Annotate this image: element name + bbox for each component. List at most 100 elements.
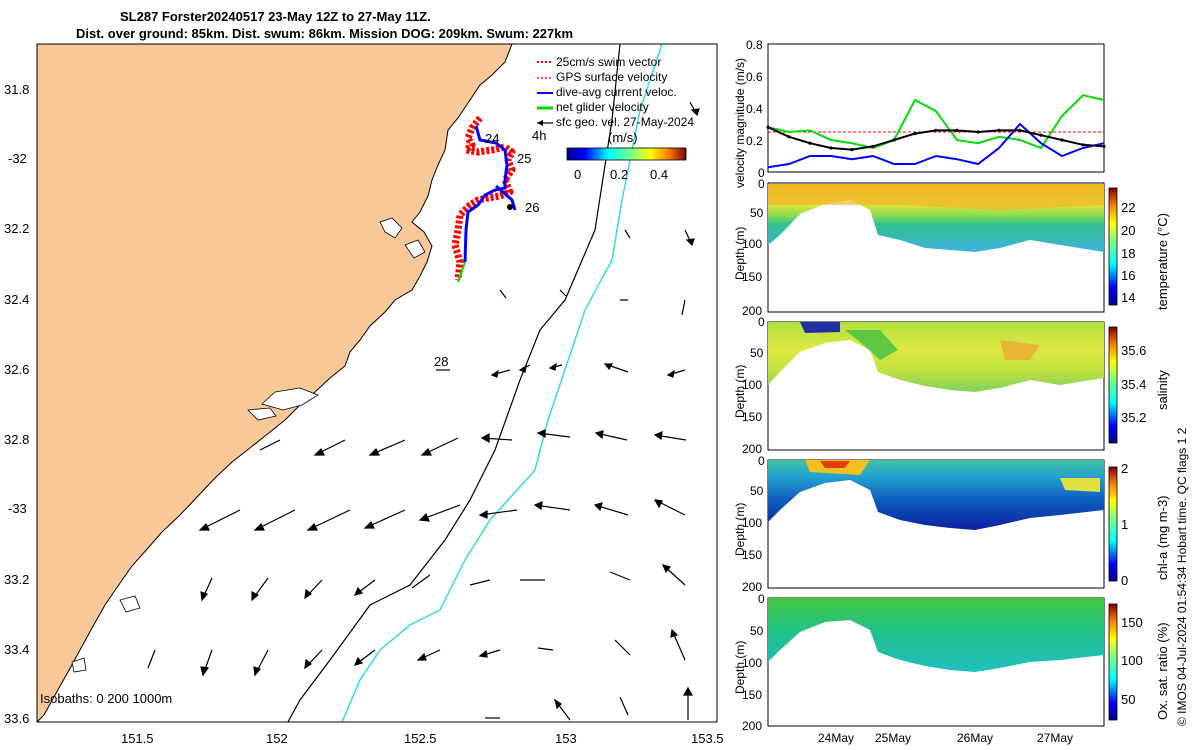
depth-tick: 150 [742, 270, 763, 284]
cb-tick: 0 [1121, 573, 1129, 588]
cb-tick: 35.6 [1121, 343, 1147, 358]
legend-dive-current: dive-avg current veloc. [556, 85, 677, 99]
velocity-point [997, 128, 1001, 132]
velocity-point [1060, 138, 1064, 142]
day-label: 26 [525, 200, 540, 215]
depth-tick: 50 [750, 206, 764, 220]
vel-y-tick: 0.8 [746, 38, 763, 52]
velocity-series-line [767, 122, 1105, 169]
depth-tick: 150 [742, 410, 763, 424]
legend-swatches [537, 61, 553, 126]
depth-tick: 100 [742, 378, 763, 392]
legend-swim-vector: 25cm/s swim vector [556, 55, 662, 69]
land-mass [37, 44, 513, 722]
glider-track [451, 115, 517, 283]
depth-tick: 0 [758, 177, 765, 191]
velocity-series [766, 94, 1106, 169]
map-y-tick: 32.2 [4, 221, 30, 236]
map-y-tick: 32.4 [4, 292, 30, 307]
day-label: 25 [517, 151, 532, 166]
vel-y-tick: 0.4 [746, 102, 763, 116]
temperature-ylabel: Depth (m) [733, 227, 747, 280]
depth-tick: 100 [742, 237, 763, 251]
depth-tick: 150 [742, 688, 763, 702]
day-label: 28 [434, 354, 449, 369]
cb-tick: 20 [1121, 223, 1136, 238]
velocity-ylabel: velocity magnitude (m/s) [733, 58, 747, 188]
velocity-point [1081, 143, 1085, 147]
cb-tick: 100 [1121, 653, 1143, 668]
map-y-tick: -32 [8, 151, 27, 166]
salinity-ylabel: Depth (m) [733, 365, 747, 418]
map-x-tick: 153 [555, 731, 577, 746]
velocity-point [1039, 133, 1043, 137]
colorbar-unit-label: (m/s) [608, 130, 638, 145]
velocity-point [955, 128, 959, 132]
map-y-tick: 32.8 [4, 432, 30, 447]
velocity-panel [767, 43, 1105, 173]
cb-tick: 50 [1121, 692, 1136, 707]
velocity-point [850, 148, 854, 152]
map-y-tick: 33.4 [4, 642, 30, 657]
salinity-cb-label: salinity [1155, 370, 1170, 410]
depth-tick: 200 [742, 719, 763, 733]
date-tick: 24May [818, 731, 855, 745]
depth-tick: 0 [758, 592, 765, 606]
depth-tick: 200 [742, 304, 763, 318]
cb-tick: 35.2 [1121, 410, 1147, 425]
depth-tick: 0 [758, 454, 765, 468]
map-y-tick: 33.6 [4, 711, 30, 726]
map-y-tick: 32.6 [4, 362, 30, 377]
velocity-point [913, 132, 917, 136]
chla-colorbar [1108, 466, 1118, 582]
depth-tick: 0 [758, 315, 765, 329]
depth-tick: 50 [750, 484, 764, 498]
isobath-1000m [341, 44, 663, 722]
oxygen-colorbar [1108, 603, 1118, 721]
temperature-colorbar [1108, 187, 1118, 306]
map-y-tick: 31.8 [4, 82, 30, 97]
velocity-point [1018, 128, 1022, 132]
cb-tick: 14 [1121, 290, 1136, 305]
chla-ylabel: Depth (m) [733, 503, 747, 556]
depth-tick: 100 [742, 656, 763, 670]
colorbar-tick: 0 [574, 167, 582, 182]
velocity-point [787, 135, 791, 139]
vel-y-tick: 0.6 [746, 70, 763, 84]
title-line-1: SL287 Forster20240517 23-May 12Z to 27-M… [120, 9, 431, 24]
cb-tick: 35.4 [1121, 377, 1147, 392]
legend-gps-velocity: GPS surface velocity [556, 70, 668, 84]
velocity-point [871, 144, 875, 148]
velocity-point [808, 141, 812, 145]
velocity-point [1102, 144, 1106, 148]
day-label: 4h [532, 128, 547, 143]
colorbar-tick: 0.2 [610, 167, 629, 182]
oxygen-cb-label: Ox. sat. ratio (%) [1155, 622, 1170, 720]
oxygen-ylabel: Depth (m) [733, 641, 747, 694]
depth-tick: 150 [742, 548, 763, 562]
date-tick: 27May [1037, 731, 1074, 745]
salinity-colorbar [1108, 326, 1118, 444]
chla-cb-label: chl-a (mg m-3) [1155, 495, 1170, 580]
cb-tick: 18 [1121, 246, 1136, 261]
depth-tick: 100 [742, 516, 763, 530]
isobath-note: Isobaths: 0 200 1000m [40, 691, 173, 706]
imos-side-note: © IMOS 04-Jul-2024 01:54:34 Hobart time.… [1175, 427, 1189, 726]
velocity-point [766, 125, 770, 129]
map-y-tick: 33.2 [4, 572, 30, 587]
map-y-tick: -33 [8, 501, 27, 516]
temperature-cb-label: temperature (°C) [1155, 213, 1170, 310]
map-x-tick: 152.5 [404, 731, 437, 746]
speed-colorbar [566, 147, 687, 161]
cb-tick: 16 [1121, 268, 1136, 283]
cb-tick: 1 [1121, 517, 1129, 532]
colorbar-tick: 0.4 [650, 167, 669, 182]
depth-tick: 200 [742, 580, 763, 594]
date-tick: 26May [957, 731, 994, 745]
day-label: 24 [485, 131, 500, 146]
velocity-point [829, 146, 833, 150]
isobath-200m [287, 44, 621, 722]
date-tick: 25May [875, 731, 912, 745]
map-x-tick: 151.5 [121, 731, 154, 746]
velocity-point [976, 130, 980, 134]
